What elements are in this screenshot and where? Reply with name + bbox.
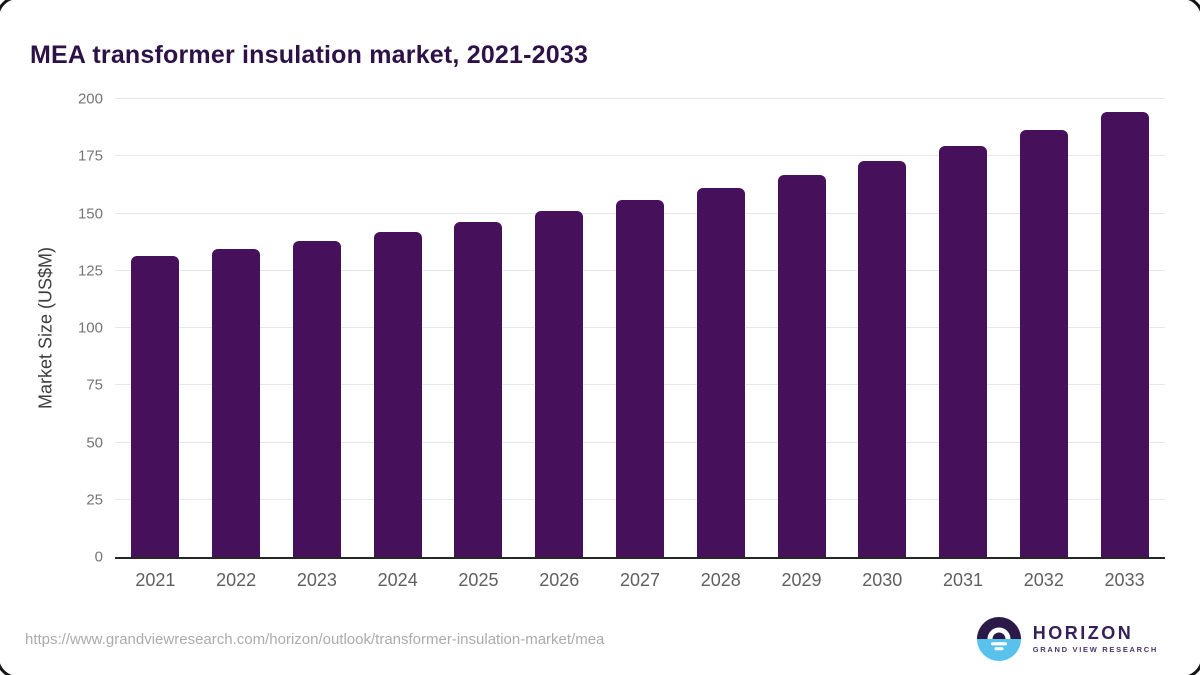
bar-2026 [535, 210, 584, 557]
horizon-logo-subtitle: GRAND VIEW RESEARCH [1032, 645, 1158, 655]
y-tick-label: 200 [77, 90, 103, 108]
x-tick-label-2022: 2022 [216, 570, 257, 590]
y-tick-label: 125 [77, 262, 103, 280]
horizon-logo[interactable]: HORIZON GRAND VIEW RESEARCH [976, 617, 1158, 661]
bar-slot-2026 [519, 99, 600, 557]
bar-2025 [454, 221, 503, 557]
gridline-175 [115, 155, 1165, 157]
horizon-logo-name: HORIZON [1032, 622, 1134, 643]
bar-slot-2025 [438, 99, 519, 557]
bar-2021 [131, 255, 180, 557]
x-tick-label-2032: 2032 [1023, 570, 1064, 590]
bar-2028 [696, 187, 745, 557]
bar-slot-2029 [761, 99, 842, 557]
y-tick-label: 75 [86, 376, 103, 394]
bar-2022 [212, 248, 261, 557]
bar-2024 [373, 231, 422, 557]
x-tick-label-2031: 2031 [943, 570, 984, 590]
x-tick-label-2025: 2025 [458, 570, 499, 590]
bar-slot-2023 [277, 99, 358, 557]
y-axis-tick-labels: 0 25 50 75 100 125 150 175 200 [0, 91, 103, 566]
chart-title: MEA transformer insulation market, 2021-… [30, 40, 589, 69]
y-tick-label: 25 [86, 491, 103, 509]
bar-slot-2031 [923, 99, 1004, 557]
bar-slot-2024 [357, 99, 438, 557]
bar-slot-2021 [115, 99, 196, 557]
x-tick-label-2030: 2030 [862, 570, 903, 590]
horizon-logo-icon [976, 617, 1021, 661]
bar-2023 [292, 240, 341, 557]
bar-2033 [1100, 112, 1149, 557]
source-url: https://www.grandviewresearch.com/horizo… [25, 631, 605, 648]
x-axis-tick-labels: 2021 2022 2023 2024 2025 2026 2027 2028 2029 2030… [115, 570, 1165, 591]
bar-2030 [858, 160, 907, 557]
y-tick-label: 50 [86, 434, 103, 451]
bar-series [115, 99, 1165, 557]
horizon-logo-text: HORIZON GRAND VIEW RESEARCH [1032, 622, 1158, 655]
x-tick-label-2028: 2028 [700, 570, 741, 590]
y-tick-label: 175 [77, 147, 103, 165]
bar-slot-2032 [1003, 99, 1084, 557]
x-tick-label-2026: 2026 [539, 570, 580, 590]
bar-slot-2028 [680, 99, 761, 557]
x-tick-label-2027: 2027 [619, 570, 660, 590]
bar-2032 [1019, 129, 1068, 557]
bar-slot-2027 [600, 99, 681, 557]
x-tick-label-2029: 2029 [781, 570, 822, 590]
x-tick-label-2021: 2021 [135, 570, 176, 590]
bar-2027 [615, 199, 664, 557]
plot-area [115, 98, 1165, 559]
bar-2029 [777, 174, 826, 557]
y-tick-label: 100 [77, 319, 103, 337]
bar-slot-2022 [196, 99, 277, 557]
y-tick-label: 150 [77, 205, 103, 222]
bar-slot-2033 [1084, 99, 1165, 557]
bar-2031 [939, 145, 988, 557]
gridline-200 [115, 98, 1165, 99]
x-tick-label-2033: 2033 [1104, 570, 1145, 590]
x-tick-label-2024: 2024 [377, 570, 418, 590]
x-tick-label-2023: 2023 [296, 570, 337, 590]
bar-slot-2030 [842, 99, 923, 557]
y-tick-label: 0 [94, 548, 103, 566]
